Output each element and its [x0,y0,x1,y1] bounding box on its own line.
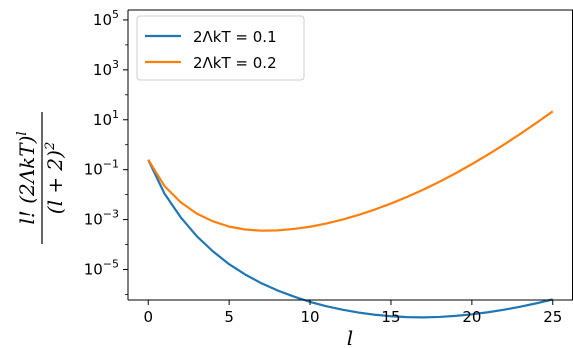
series-line-2 [147,110,554,232]
y-axis-label: l! (2ΛkT)l (l + 2)2 [15,112,67,244]
x-tick-label: 20 [462,308,481,326]
x-tick-label: 5 [224,308,234,326]
x-axis-label: l [347,326,353,348]
series-layer [147,110,554,319]
y-axis-label-numerator: l! (2ΛkT)l [15,131,39,224]
series-line-1 [147,159,554,319]
legend-box [136,15,305,81]
x-tick-label: 15 [381,308,400,326]
y-tick-label: 101 [93,108,119,129]
y-tick-label: 103 [93,58,119,79]
legend-label-series-2: 2ΛkT = 0.2 [193,54,277,72]
y-tick-label: 10−1 [84,158,119,179]
y-tick-label: 10−3 [84,208,119,229]
x-tick-label: 0 [143,308,153,326]
x-tick-label: 10 [300,308,319,326]
y-tick-label: 105 [93,8,119,29]
axes-layer: 0 5 10 15 20 25 10−5 10−3 10−1 101 103 105 [84,8,573,326]
legend-label-series-1: 2ΛkT = 0.1 [193,28,277,46]
y-tick-label: 10−5 [84,258,119,279]
legend: 2ΛkT = 0.1 2ΛkT = 0.2 [136,15,305,81]
x-tick-label: 25 [543,308,562,326]
y-axis-label-denominator: (l + 2)2 [43,142,67,214]
